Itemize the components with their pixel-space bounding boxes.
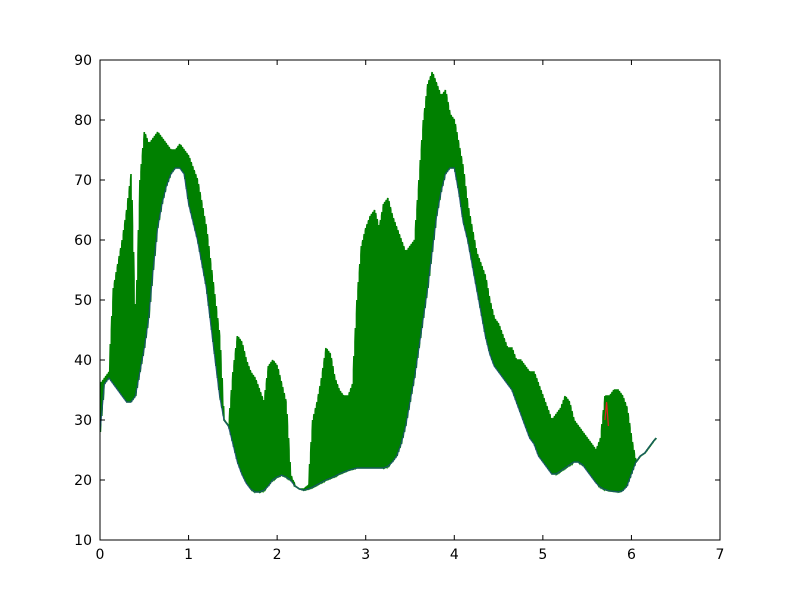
x-tick-label: 5: [538, 547, 547, 563]
y-tick-label: 30: [74, 413, 92, 429]
y-tick-label: 90: [74, 53, 92, 69]
y-tick-label: 10: [74, 533, 92, 549]
x-tick-label: 6: [627, 547, 636, 563]
series-envelope-line: [100, 167, 657, 493]
plot-area: [100, 71, 657, 494]
series-green-line: [100, 71, 657, 494]
y-tick-label: 20: [74, 473, 92, 489]
y-tick-label: 80: [74, 113, 92, 129]
y-tick-label: 70: [74, 173, 92, 189]
y-tick-label: 50: [74, 293, 92, 309]
x-tick-label: 0: [96, 547, 105, 563]
x-tick-label: 3: [361, 547, 370, 563]
x-tick-label: 4: [450, 547, 459, 563]
x-axis: 0 1 2 3 4 5 6 7: [96, 60, 725, 563]
x-tick-label: 1: [184, 547, 193, 563]
y-axis: 10 20 30 40 50 60 70 80 90: [74, 53, 720, 549]
y-tick-label: 40: [74, 353, 92, 369]
x-tick-label: 7: [716, 547, 725, 563]
y-tick-label: 60: [74, 233, 92, 249]
x-tick-label: 2: [273, 547, 282, 563]
series-red-line: [604, 401, 609, 427]
